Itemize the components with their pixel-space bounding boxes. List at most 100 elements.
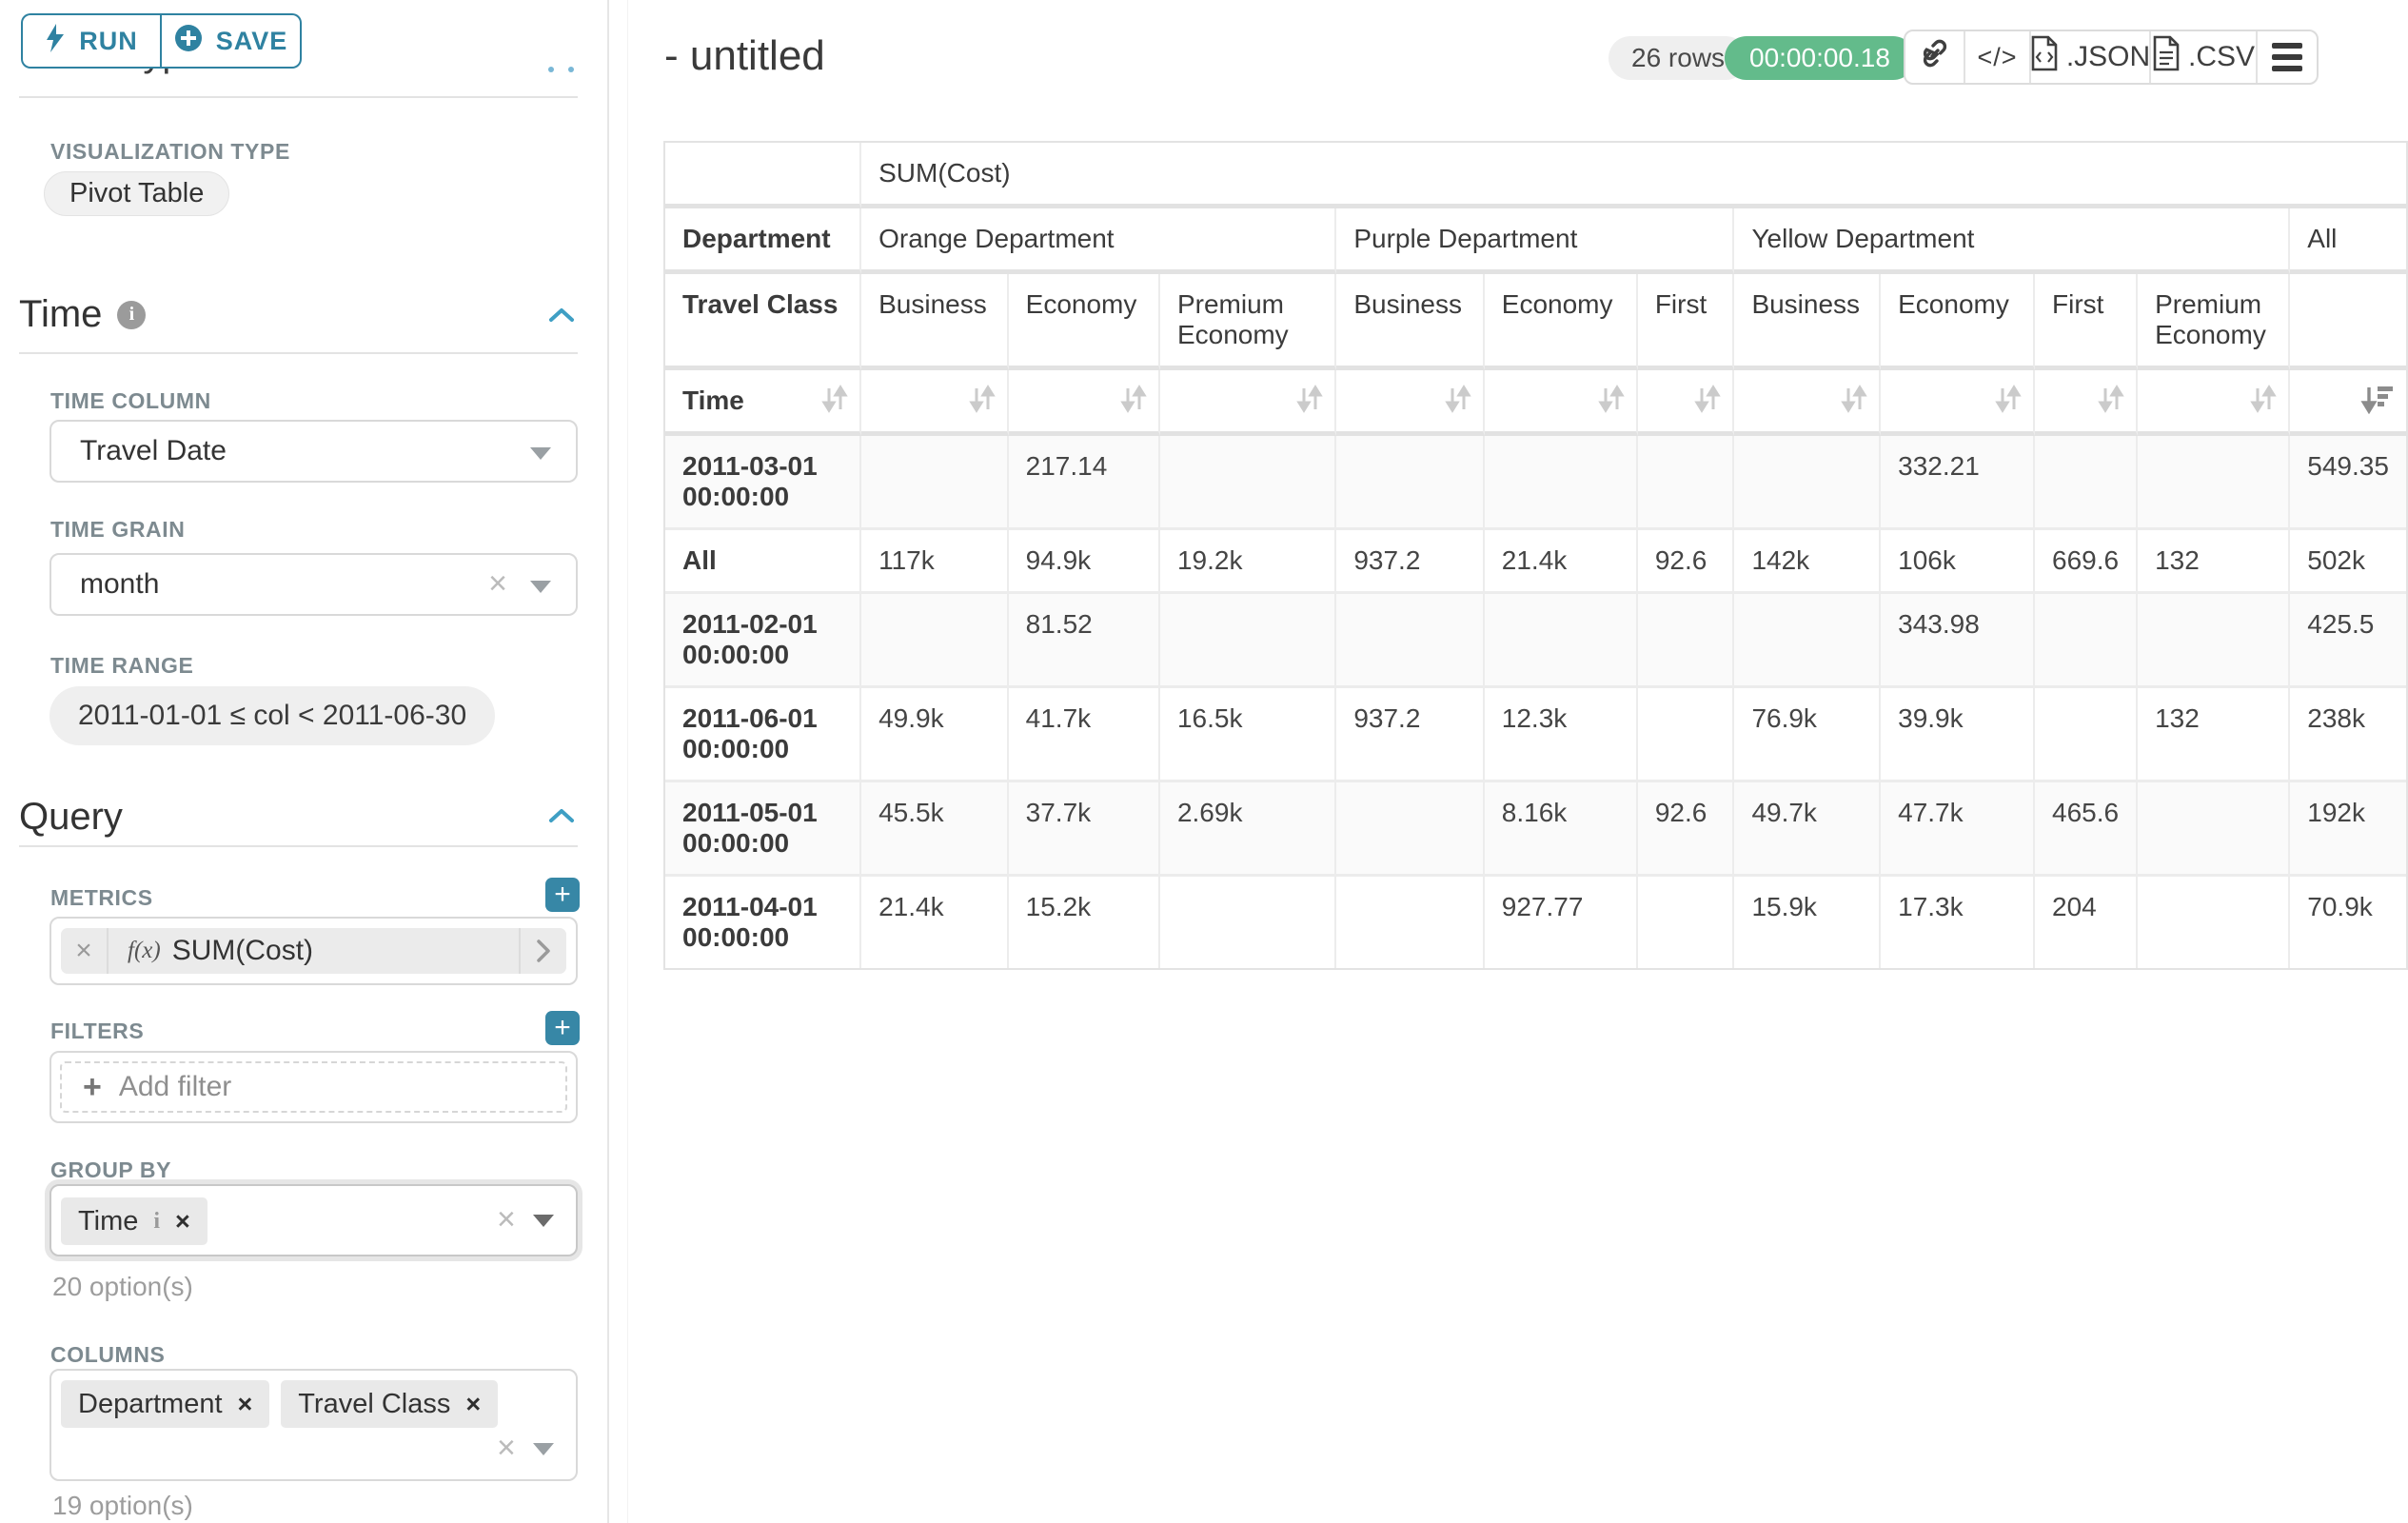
query-section-header: Query (19, 796, 123, 839)
group-by-select[interactable]: Time i × × (49, 1184, 578, 1256)
row-label: All (665, 530, 862, 594)
selected-option-pill[interactable]: Department × (61, 1380, 270, 1428)
save-button[interactable]: SAVE (161, 13, 302, 69)
export-json-button[interactable]: .JSON (2031, 31, 2151, 83)
travel-class-header: Business (1734, 274, 1882, 370)
chevron-right-icon[interactable] (519, 928, 566, 974)
pivot-table-grid: SUM(Cost) Department Orange Department Purp… (663, 141, 2408, 970)
travel-class-header: Business (1336, 274, 1485, 370)
selected-option-pill[interactable]: Time i × (61, 1197, 207, 1245)
column-sort-header[interactable] (1637, 370, 1735, 436)
value-cell: 8.16k (1484, 782, 1638, 877)
group-by-pills: Time i × (61, 1197, 207, 1245)
time-section-header: Time i (19, 293, 147, 336)
clear-icon[interactable]: × (497, 1430, 516, 1466)
columns-pills: Department × Travel Class × (61, 1380, 499, 1428)
value-cell: 425.5 (2290, 594, 2406, 688)
value-cell (1484, 594, 1638, 688)
section-divider (19, 845, 578, 847)
run-button[interactable]: RUN (21, 13, 161, 69)
value-cell: 549.35 (2290, 436, 2406, 530)
hamburger-icon (2272, 43, 2302, 71)
time-grain-value: month (80, 568, 160, 600)
columns-options-hint: 19 option(s) (52, 1491, 193, 1520)
value-cell: 15.2k (1008, 877, 1160, 968)
collapse-query-chevron-icon[interactable] (548, 807, 575, 824)
clear-icon[interactable]: × (488, 565, 507, 602)
remove-pill-icon[interactable]: × (175, 1206, 190, 1236)
run-button-label: RUN (79, 26, 138, 55)
menu-button[interactable] (2258, 31, 2317, 83)
value-cell: 142k (1734, 530, 1882, 594)
time-grain-select[interactable]: month × (49, 553, 578, 616)
add-filter-plus-button[interactable]: + (545, 1011, 580, 1045)
panel-divider[interactable] (607, 0, 609, 1523)
export-csv-label: .CSV (2187, 41, 2256, 72)
run-save-button-group: RUN SAVE (21, 13, 302, 69)
value-cell: 16.5k (1159, 688, 1337, 782)
department-dimension-header: Department (665, 208, 862, 274)
value-cell: 76.9k (1734, 688, 1882, 782)
column-sort-header[interactable] (861, 370, 1009, 436)
metrics-box: × f(x) SUM(Cost) (49, 917, 578, 985)
row-label: 2011-04-01 00:00:00 (665, 877, 862, 968)
clear-icon[interactable]: × (497, 1201, 516, 1237)
value-cell (1484, 436, 1638, 530)
value-cell: 343.98 (1881, 594, 2036, 688)
column-sort-header[interactable] (1881, 370, 2036, 436)
value-cell: 669.6 (2035, 530, 2139, 594)
value-cell (1336, 594, 1485, 688)
column-sort-header[interactable] (1336, 370, 1485, 436)
time-range-pill[interactable]: 2011-01-01 ≤ col < 2011-06-30 (49, 686, 496, 745)
control-panel: Chart Type RUN SAVE VISUALIZATION TYPE P… (0, 0, 607, 1523)
time-range-label: TIME RANGE (50, 653, 194, 678)
value-cell: 192k (2290, 782, 2406, 877)
chart-title[interactable]: - untitled (664, 32, 825, 79)
panel-resize-dot[interactable] (548, 67, 554, 72)
value-cell (1734, 594, 1882, 688)
collapse-time-chevron-icon[interactable] (548, 307, 575, 324)
panel-resize-dot[interactable] (568, 67, 574, 72)
row-label: 2011-05-01 00:00:00 (665, 782, 862, 877)
add-filter-button[interactable]: + Add filter (60, 1061, 567, 1113)
column-sort-header[interactable] (1734, 370, 1882, 436)
column-sort-header[interactable] (1008, 370, 1160, 436)
query-timer-badge: 00:00:00.18 (1725, 36, 1915, 80)
value-cell: 92.6 (1637, 782, 1735, 877)
time-sort-header[interactable]: Time (665, 370, 862, 436)
row-count-badge: 26 rows (1609, 36, 1748, 80)
view-query-button[interactable]: </> (1965, 31, 2031, 83)
column-sort-header[interactable] (1159, 370, 1337, 436)
table-row: All 117k 94.9k 19.2k 937.2 21.4k 92.6 142k 106k 6… (665, 530, 2406, 594)
chevron-down-icon (533, 1443, 554, 1455)
add-metric-button[interactable]: + (545, 878, 580, 912)
remove-pill-icon[interactable]: × (465, 1389, 482, 1418)
column-sort-header[interactable] (1484, 370, 1638, 436)
value-cell (2138, 594, 2291, 688)
row-label: 2011-06-01 00:00:00 (665, 688, 862, 782)
travel-class-dimension-header: Travel Class (665, 274, 862, 370)
remove-pill-icon[interactable]: × (237, 1389, 253, 1418)
columns-select[interactable]: Department × Travel Class × × (49, 1369, 578, 1481)
column-sort-header[interactable] (2138, 370, 2291, 436)
metric-item[interactable]: × f(x) SUM(Cost) (61, 928, 566, 974)
group-by-options-hint: 20 option(s) (52, 1272, 193, 1301)
sort-descending-header[interactable] (2290, 370, 2406, 436)
time-column-label: TIME COLUMN (50, 388, 211, 413)
time-section-title: Time (19, 293, 103, 335)
value-cell (1159, 436, 1337, 530)
table-row: 2011-06-01 00:00:00 49.9k 41.7k 16.5k 937.2 1… (665, 688, 2406, 782)
copy-link-button[interactable] (1905, 31, 1965, 83)
time-column-select[interactable]: Travel Date (49, 420, 578, 483)
column-sort-header[interactable] (2035, 370, 2139, 436)
value-cell: 937.2 (1336, 530, 1485, 594)
value-cell: 21.4k (1484, 530, 1638, 594)
value-cell (1734, 436, 1882, 530)
info-icon: i (117, 300, 147, 329)
info-icon: i (153, 1208, 161, 1234)
visualization-type-pill[interactable]: Pivot Table (44, 171, 230, 216)
export-csv-button[interactable]: .CSV (2151, 31, 2258, 83)
remove-metric-icon[interactable]: × (61, 928, 109, 974)
selected-option-pill[interactable]: Travel Class × (281, 1380, 499, 1428)
travel-class-header: Premium Economy (1159, 274, 1337, 370)
